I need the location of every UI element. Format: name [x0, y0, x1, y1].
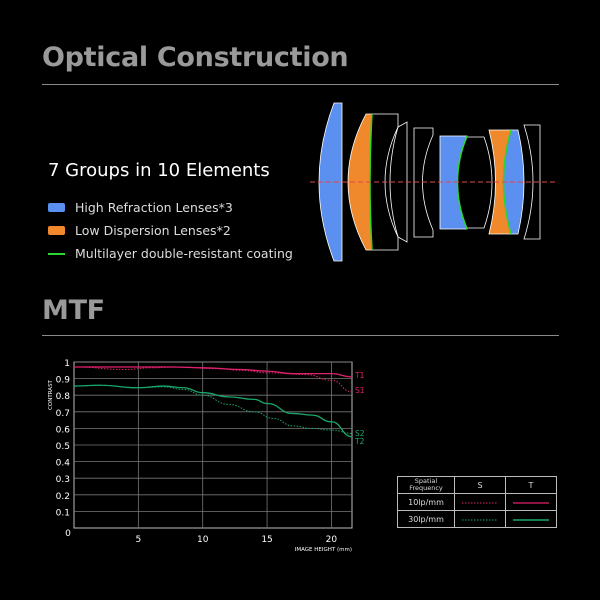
blue-swatch-icon — [48, 203, 65, 212]
x-tick-label: 5 — [135, 535, 141, 545]
frequency-legend-table: Spatial Frequency S T 10lp/mm 30lp/mm — [397, 476, 557, 528]
optical-construction-title: Optical Construction — [42, 42, 349, 73]
series-label-S1: S1 — [355, 386, 365, 395]
y-tick-label: 0.3 — [56, 475, 70, 485]
legend-label: Multilayer double-resistant coating — [75, 246, 293, 261]
series-T1 — [74, 366, 353, 378]
y-tick-label: 1 — [64, 359, 70, 369]
green-line-icon — [48, 252, 65, 255]
lens-diagram — [310, 102, 555, 262]
y-tick-label: 0.1 — [56, 508, 70, 518]
mtf-chart: 1 0.9 0.8 0.7 0.6 0.5 0.4 0.3 0.2 0.1 0 5 10 15 20 CONT… — [48, 359, 365, 553]
y-tick-label: 0.7 — [56, 409, 70, 419]
orange-swatch-icon — [48, 226, 65, 235]
y-tick-label: 0.5 — [56, 442, 70, 452]
y-tick-label: 0.6 — [56, 425, 71, 435]
series-T2 — [73, 384, 353, 438]
x-tick-label: 15 — [261, 535, 272, 545]
row-30lp: 30lp/mm — [397, 510, 455, 528]
mtf-title: MTF — [42, 295, 105, 326]
series-S2 — [73, 384, 353, 434]
legend-high-refraction: High Refraction Lenses*3 — [48, 200, 233, 215]
y-tick-label: 0.4 — [56, 459, 71, 469]
x-tick-label: 10 — [197, 535, 209, 545]
legend-coating: Multilayer double-resistant coating — [48, 246, 293, 261]
legend-low-dispersion: Low Dispersion Lenses*2 — [48, 223, 231, 238]
x-axis-label: IMAGE HEIGHT (mm) — [295, 547, 352, 553]
header-t: T — [505, 476, 557, 494]
header-s: S — [454, 476, 506, 494]
series-label-T2: T2 — [354, 437, 365, 446]
series-label-S2: S2 — [355, 429, 365, 438]
series-label-T1: T1 — [354, 371, 365, 380]
legend-label: Low Dispersion Lenses*2 — [75, 223, 231, 238]
header-spatial-frequency: Spatial Frequency — [397, 476, 455, 494]
row-10lp: 10lp/mm — [397, 493, 455, 511]
y-axis-label: CONTRAST — [48, 379, 54, 409]
series-S1 — [73, 366, 353, 393]
legend-label: High Refraction Lenses*3 — [75, 200, 233, 215]
divider — [42, 335, 559, 336]
x-tick-label: 20 — [326, 535, 338, 545]
y-tick-label: 0.9 — [56, 376, 71, 386]
divider — [42, 84, 559, 85]
y-tick-label: 0.2 — [56, 492, 70, 502]
y-tick-label: 0.8 — [56, 392, 71, 402]
x-tick-label: 0 — [65, 529, 71, 539]
groups-elements-label: 7 Groups in 10 Elements — [48, 160, 270, 181]
